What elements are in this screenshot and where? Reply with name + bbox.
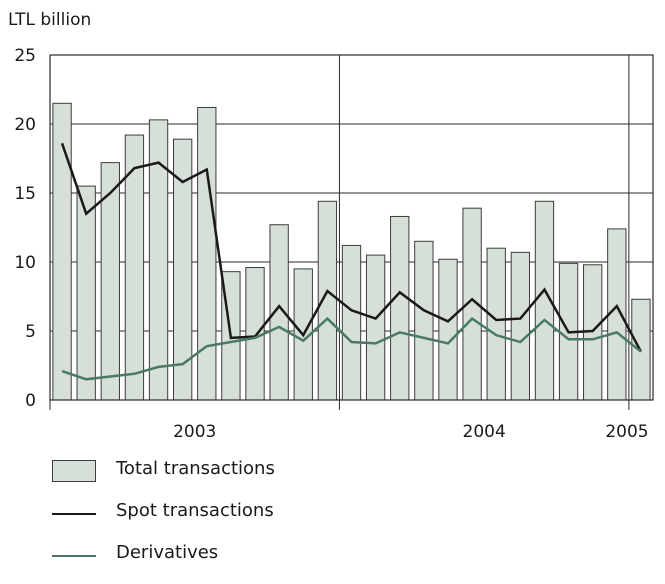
- x-year-label: 2003: [173, 422, 216, 442]
- bar: [365, 254, 386, 401]
- x-year-label: 2004: [463, 422, 506, 442]
- y-axis-label: LTL billion: [8, 10, 92, 30]
- y-tick-label: 20: [14, 115, 36, 135]
- bar: [438, 258, 458, 401]
- legend-label-derivatives: Derivatives: [116, 542, 219, 563]
- bar: [390, 215, 410, 401]
- bar: [76, 185, 96, 401]
- spot-transactions-line: [60, 142, 643, 353]
- x-year-label: 2005: [605, 422, 648, 442]
- bar: [197, 106, 217, 401]
- legend-swatch-derivatives: [52, 555, 96, 557]
- bar: [52, 102, 72, 401]
- y-tick-label: 10: [14, 253, 36, 273]
- bar: [414, 240, 434, 401]
- derivatives-line: [61, 316, 642, 381]
- chart-plot: 0 5 10 15 20 25 2003 2004 2005: [14, 46, 654, 442]
- bar: [486, 247, 506, 401]
- y-tick-label: 15: [14, 184, 36, 204]
- bar: [510, 251, 531, 401]
- legend-label-total: Total transactions: [116, 458, 275, 479]
- legend-label-spot: Spot transactions: [116, 500, 274, 521]
- bar: [341, 244, 362, 401]
- legend-swatch-total: [52, 460, 96, 482]
- y-tick-label: 5: [25, 322, 36, 342]
- y-tick-label: 0: [25, 391, 36, 411]
- legend-swatch-spot: [52, 513, 96, 515]
- plot-frame: [49, 54, 654, 401]
- y-tick-label: 25: [14, 46, 36, 66]
